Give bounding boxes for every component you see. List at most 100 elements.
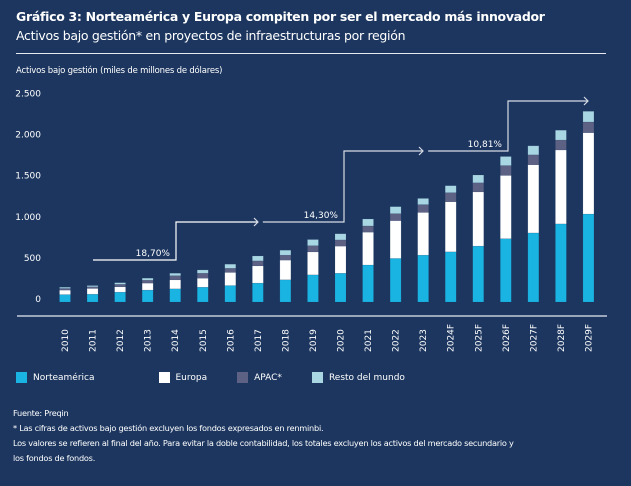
legend-swatch — [158, 372, 170, 383]
legend-label: Resto del mundo — [328, 372, 405, 383]
bar-segment-apac — [169, 275, 181, 281]
bar-segment-norteam-rica — [169, 288, 181, 303]
bar-stack-2011 — [86, 285, 99, 303]
bar-segment-norteam-rica — [141, 289, 154, 303]
bar-segment-resto-del-mundo — [500, 156, 512, 166]
bar-segment-europa — [197, 277, 209, 288]
growth-annotations: 18,70% 14,30% 10,81% — [93, 96, 589, 261]
bar-segment-resto-del-mundo — [114, 282, 126, 285]
legend-swatch — [237, 372, 249, 383]
bar-stack-2020 — [334, 233, 347, 303]
bar-stack-2025F — [472, 174, 484, 303]
bar-segment-resto-del-mundo — [362, 218, 374, 227]
y-axis-ticks: 0 500 1.000 1.500 2.000 2.500 — [15, 90, 41, 306]
bar-stack-2010 — [59, 286, 71, 303]
bar-segment-norteam-rica — [417, 254, 429, 303]
bar-segment-norteam-rica — [582, 213, 595, 303]
bar-segment-europa — [555, 149, 567, 225]
y-tick-label: 1.000 — [15, 213, 41, 223]
bar-segment-europa — [86, 288, 99, 295]
x-tick-label: 2023 — [419, 329, 429, 352]
bar-segment-resto-del-mundo — [224, 263, 237, 269]
bar-segment-apac — [362, 225, 374, 233]
y-tick-label: 500 — [24, 254, 41, 264]
bar-segment-europa — [362, 231, 374, 266]
bar-stack-2029F — [582, 111, 595, 303]
growth-arrow-line — [93, 221, 258, 261]
chart-subtitle: Activos bajo gestión* en proyectos de in… — [16, 28, 406, 43]
x-tick-label: 2029F — [584, 324, 594, 352]
legend-swatch — [16, 372, 27, 383]
legend-label: APAC* — [254, 372, 282, 383]
bar-segment-europa — [224, 272, 237, 286]
bar-segment-resto-del-mundo — [86, 285, 99, 288]
footnote-values: Los valores se refieren al final del año… — [13, 438, 514, 448]
x-tick-label: 2013 — [144, 329, 154, 352]
bar-segment-apac — [252, 260, 264, 267]
chart-title: Gráfico 3: Norteamérica y Europa compite… — [16, 9, 545, 24]
bar-segment-europa — [527, 164, 540, 234]
x-tick-label: 2028F — [557, 324, 567, 352]
bar-segment-apac — [472, 182, 484, 193]
legend-item-europa: Europa — [158, 372, 208, 383]
bar-segment-norteam-rica — [252, 282, 264, 303]
bar-segment-norteam-rica — [389, 258, 402, 303]
bar-stack-2015 — [197, 269, 209, 303]
bar-segment-europa — [389, 220, 402, 259]
bar-segment-apac — [197, 272, 209, 279]
x-tick-label: 2018 — [281, 329, 291, 352]
bar-segment-resto-del-mundo — [252, 255, 264, 262]
x-tick-label: 2024F — [447, 324, 457, 352]
stacked-bar-chart: 0 500 1.000 1.500 2.000 2.500 18,70% 14,30% 10,… — [15, 90, 607, 352]
bar-segment-apac — [279, 254, 292, 261]
bar-segment-apac — [334, 239, 347, 247]
bar-segment-europa — [444, 201, 457, 253]
bar-stack-2016 — [224, 263, 237, 303]
bar-stack-2013 — [141, 277, 154, 303]
y-tick-label: 2.500 — [15, 90, 41, 100]
bar-segment-europa — [417, 212, 429, 256]
bar-segment-europa — [500, 175, 512, 239]
bar-segment-norteam-rica — [279, 279, 292, 303]
arrowhead-icon — [583, 96, 589, 106]
bar-segment-resto-del-mundo — [555, 129, 567, 141]
bar-segment-apac — [389, 213, 402, 221]
bar-stack-2028F — [555, 129, 567, 303]
legend-label: Norteamérica — [33, 372, 95, 383]
bar-segment-resto-del-mundo — [444, 185, 457, 193]
bar-segment-resto-del-mundo — [472, 174, 484, 184]
growth-arrow-line — [262, 150, 423, 223]
bar-segment-apac — [555, 139, 567, 151]
x-tick-label: 2022 — [392, 329, 402, 352]
bar-segment-apac — [114, 284, 126, 288]
legend-label: Europa — [175, 372, 208, 383]
x-tick-label: 2025F — [474, 324, 484, 352]
bar-stack-2026F — [500, 156, 512, 303]
bar-segment-norteam-rica — [307, 274, 319, 303]
x-tick-label: 2020 — [337, 329, 347, 352]
y-tick-label: 2.000 — [15, 131, 41, 141]
y-axis-label: Activos bajo gestión (miles de millones … — [16, 66, 223, 76]
x-tick-label: 2010 — [61, 329, 71, 352]
bar-stack-2023 — [417, 198, 429, 303]
bar-segment-europa — [114, 286, 126, 293]
x-tick-label: 2027F — [529, 324, 539, 352]
bar-segment-resto-del-mundo — [334, 233, 347, 241]
x-tick-label: 2011 — [89, 329, 99, 352]
bar-segment-norteam-rica — [86, 293, 99, 303]
bar-stack-2027F — [527, 145, 540, 303]
x-tick-label: 2015 — [199, 329, 209, 352]
bar-segment-apac — [224, 268, 237, 273]
bar-segment-norteam-rica — [444, 251, 457, 303]
bar-segment-norteam-rica — [362, 264, 374, 303]
x-tick-label: 2012 — [116, 329, 126, 352]
x-tick-label: 2016 — [226, 329, 236, 352]
footnote-renminbi: * Las cifras de activos bajo gestión exc… — [13, 423, 324, 433]
footnote-values-cont: los fondos de fondos. — [13, 453, 96, 463]
growth-rate-label: 10,81% — [468, 140, 503, 150]
bar-stack-2024F — [444, 185, 457, 303]
bar-segment-resto-del-mundo — [307, 239, 319, 246]
bar-segment-europa — [334, 245, 347, 274]
bar-segment-europa — [582, 132, 595, 215]
bar-segment-apac — [444, 192, 457, 202]
